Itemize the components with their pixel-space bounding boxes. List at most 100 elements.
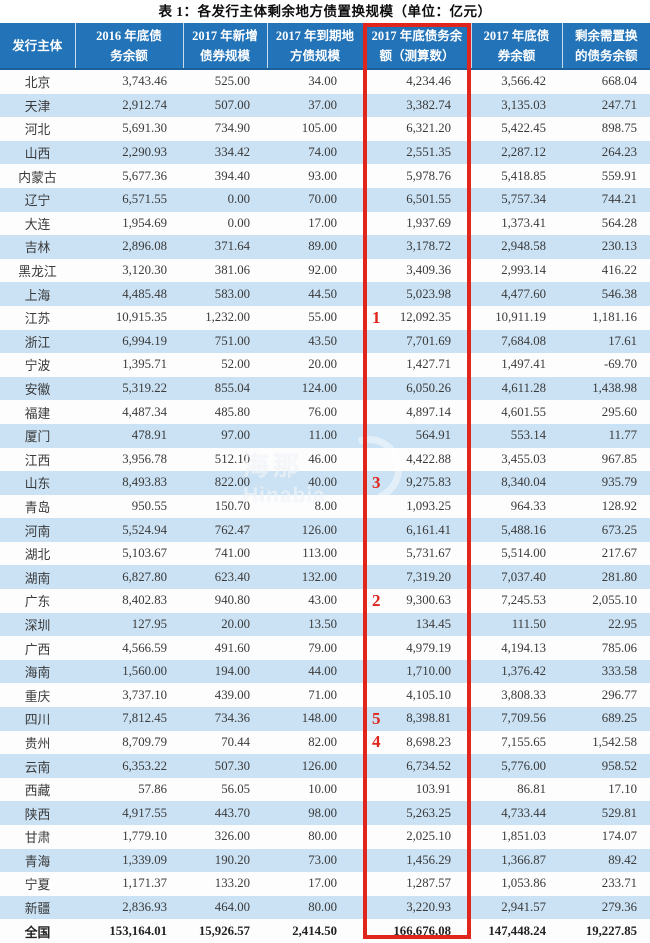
value-cell-debt_2016: 478.91 <box>131 428 167 443</box>
issuer-name: 重庆 <box>24 689 51 704</box>
value-cell-maturing_2017: 40.00 <box>308 475 337 490</box>
value-cell-new_bonds_2017: 70.44 <box>221 734 250 749</box>
value-cell-bonds_2017: 1,497.41 <box>501 357 546 372</box>
value-cell-new_bonds_2017: 190.20 <box>214 852 250 867</box>
table-row: 西藏 57.86 56.05 10.00 103.91 86.81 17.10 <box>0 777 650 802</box>
value-cell-new_bonds_2017: 485.80 <box>214 404 250 419</box>
issuer-name: 上海 <box>24 288 51 303</box>
table-row: 青海 1,339.09 190.20 73.00 1,456.29 1,366.87 89.… <box>0 848 650 873</box>
value-cell-debt_2016: 4,566.59 <box>122 640 167 655</box>
value-cell-new_bonds_2017: 439.00 <box>214 687 250 702</box>
value-cell-maturing_2017: 126.00 <box>301 522 337 537</box>
value-cell-debt_2016: 7,812.45 <box>122 711 167 726</box>
value-cell-remaining_swap: 247.71 <box>601 97 637 112</box>
value-cell-remaining_swap: 1,181.16 <box>592 310 637 325</box>
value-cell-bonds_2017: 5,422.45 <box>501 121 546 136</box>
value-cell-debt_2017_est: 1 12,092.35 <box>372 307 451 327</box>
issuer-name: 宁波 <box>24 359 51 374</box>
value-cell-new_bonds_2017: 512.10 <box>214 451 250 466</box>
value-cell-debt_2016: 2,290.93 <box>122 145 167 160</box>
value-cell-debt_2017_est: 5 8,398.81 <box>372 708 451 728</box>
value-cell-remaining_swap: 785.06 <box>601 640 637 655</box>
table-row: 河北 5,691.30 734.90 105.00 6,321.20 5,422.45 89… <box>0 117 650 141</box>
table-row: 天津 2,912.74 507.00 37.00 3,382.74 3,135.03 247… <box>0 93 650 118</box>
rank-badge: 5 <box>372 708 381 728</box>
value-cell-debt_2017_est: 6,734.52 <box>406 758 451 773</box>
value-cell-bonds_2017: 4,611.28 <box>501 381 546 396</box>
value-cell-maturing_2017: 11.00 <box>308 428 337 443</box>
value-cell-new_bonds_2017: 822.00 <box>214 475 250 490</box>
value-cell-debt_2017_est: 5,978.76 <box>406 168 451 183</box>
value-cell-new_bonds_2017: 326.00 <box>214 829 250 844</box>
value-cell-new_bonds_2017: 855.04 <box>214 381 250 396</box>
value-cell-debt_2017_est: 3,382.74 <box>406 97 451 112</box>
value-cell-bonds_2017: 1,053.86 <box>501 876 546 891</box>
value-cell-new_bonds_2017: 334.42 <box>214 145 250 160</box>
value-cell-remaining_swap: 217.67 <box>601 546 637 561</box>
table-row: 云南 6,353.22 507.30 126.00 6,734.52 5,776.00 95… <box>0 754 650 778</box>
table-row: 四川 7,812.45 734.36 148.00 5 8,398.81 7,709.56 6… <box>0 707 650 731</box>
value-cell-new_bonds_2017: 381.06 <box>214 263 250 278</box>
value-cell-debt_2016: 3,743.46 <box>122 74 167 89</box>
value-cell-remaining_swap: 967.85 <box>601 451 637 466</box>
value-cell-debt_2016: 950.55 <box>131 498 167 513</box>
column-header-remaining_swap: 剩余需置换 的债务余额 <box>562 23 650 70</box>
value-cell-remaining_swap: 559.91 <box>601 168 637 183</box>
value-cell-bonds_2017: 4,194.13 <box>501 640 546 655</box>
value-cell-remaining_swap: 689.25 <box>601 711 637 726</box>
value-cell-maturing_2017: 80.00 <box>308 900 337 915</box>
value-cell-debt_2016: 8,402.83 <box>122 593 167 608</box>
issuer-name: 四川 <box>24 713 51 728</box>
value-cell-debt_2017_est: 1,287.57 <box>406 876 451 891</box>
value-cell-debt_2016: 5,691.30 <box>122 121 167 136</box>
value-cell-debt_2016: 2,912.74 <box>122 97 167 112</box>
value-cell-maturing_2017: 93.00 <box>308 168 337 183</box>
issuer-name: 黑龙江 <box>18 265 57 280</box>
table-row: 山西 2,290.93 334.42 74.00 2,551.35 2,287.12 264… <box>0 140 650 165</box>
value-cell-bonds_2017: 7,155.65 <box>501 734 546 749</box>
value-cell-bonds_2017: 2,993.14 <box>501 263 546 278</box>
value-cell-new_bonds_2017: 97.00 <box>221 428 250 443</box>
value-cell-maturing_2017: 124.00 <box>301 381 337 396</box>
value-cell-debt_2017_est: 6,050.26 <box>406 381 451 396</box>
value-cell-new_bonds_2017: 464.00 <box>214 900 250 915</box>
value-cell-new_bonds_2017: 1,232.00 <box>205 310 250 325</box>
value-cell-maturing_2017: 13.50 <box>308 616 337 631</box>
value-cell-bonds_2017: 5,418.85 <box>501 168 546 183</box>
table-row: 新疆 2,836.93 464.00 80.00 3,220.93 2,941.57 279… <box>0 895 650 920</box>
column-header-issuer: 发行主体 <box>0 23 76 70</box>
issuer-name: 全国 <box>24 925 51 940</box>
value-cell-maturing_2017: 89.00 <box>308 239 337 254</box>
value-cell-debt_2016: 3,956.78 <box>122 451 167 466</box>
issuer-name: 宁夏 <box>24 878 51 893</box>
value-cell-debt_2017_est: 5,023.98 <box>406 286 451 301</box>
value-cell-bonds_2017: 964.33 <box>510 498 546 513</box>
value-cell-maturing_2017: 20.00 <box>308 357 337 372</box>
value-cell-bonds_2017: 1,373.41 <box>501 215 546 230</box>
value-cell-debt_2016: 6,827.80 <box>122 569 167 584</box>
value-cell-remaining_swap: 89.42 <box>608 852 637 867</box>
value-cell-remaining_swap: 673.25 <box>601 522 637 537</box>
value-cell-debt_2017_est: 1,093.25 <box>406 498 451 513</box>
value-cell-new_bonds_2017: 940.80 <box>214 593 250 608</box>
table-row: 湖南 6,827.80 623.40 132.00 7,319.20 7,037.40 28… <box>0 565 650 590</box>
value-cell-debt_2017_est: 7,319.20 <box>406 569 451 584</box>
value-cell-maturing_2017: 126.00 <box>301 758 337 773</box>
table-row: 辽宁 6,571.55 0.00 70.00 6,501.55 5,757.34 744.2… <box>0 187 650 212</box>
value-cell-debt_2016: 3,737.10 <box>122 687 167 702</box>
value-cell-maturing_2017: 79.00 <box>308 640 337 655</box>
value-cell-maturing_2017: 132.00 <box>301 569 337 584</box>
value-cell-debt_2017_est: 3 9,275.83 <box>372 472 451 492</box>
value-cell-debt_2017_est: 564.91 <box>415 428 451 443</box>
column-header-new_bonds_2017: 2017 年新增 债券规模 <box>183 23 268 70</box>
issuer-name: 湖北 <box>24 548 51 563</box>
value-cell-maturing_2017: 98.00 <box>308 805 337 820</box>
value-cell-maturing_2017: 92.00 <box>308 263 337 278</box>
value-cell-bonds_2017: 1,376.42 <box>501 664 546 679</box>
value-cell-maturing_2017: 55.00 <box>308 310 337 325</box>
value-cell-debt_2016: 6,994.19 <box>122 333 167 348</box>
value-cell-remaining_swap: 233.71 <box>601 876 637 891</box>
value-cell-bonds_2017: 5,514.00 <box>501 546 546 561</box>
table-row: 大连 1,954.69 0.00 17.00 1,937.69 1,373.41 564.2… <box>0 211 650 236</box>
column-header-debt_2016: 2016 年底债 务余额 <box>75 23 184 70</box>
